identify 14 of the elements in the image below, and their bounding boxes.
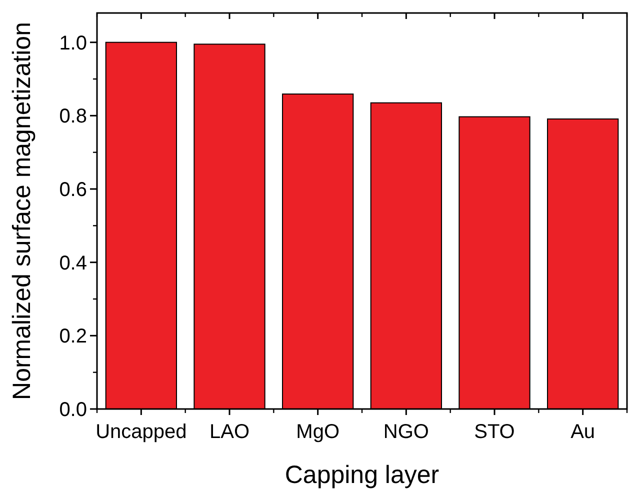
x-tick-label: LAO bbox=[209, 421, 250, 443]
x-tick-label: NGO bbox=[383, 421, 429, 443]
y-tick-label: 0.6 bbox=[59, 179, 87, 201]
x-axis-title: Capping layer bbox=[284, 461, 440, 489]
y-tick-label: 0.0 bbox=[59, 399, 87, 421]
x-tick-label: Au bbox=[570, 421, 596, 443]
y-tick-label: 0.2 bbox=[59, 326, 87, 348]
y-axis-title: Normalized surface magnetization bbox=[8, 22, 36, 400]
x-tick-label: Uncapped bbox=[96, 421, 187, 443]
y-tick-label: 0.4 bbox=[59, 252, 87, 274]
y-tick-label: 0.8 bbox=[59, 106, 87, 128]
y-tick-label: 1.0 bbox=[59, 32, 87, 54]
x-tick-label: STO bbox=[474, 421, 515, 443]
x-tick-label: MgO bbox=[296, 421, 340, 443]
